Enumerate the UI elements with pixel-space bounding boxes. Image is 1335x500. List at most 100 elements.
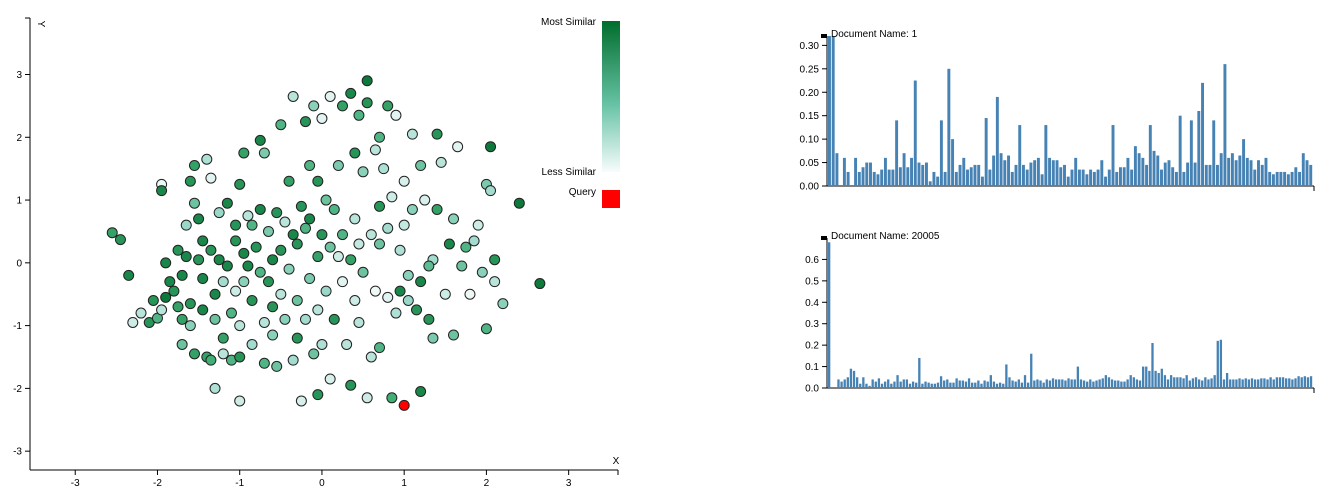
bar — [1020, 382, 1024, 388]
bar — [947, 68, 951, 186]
bar — [1263, 378, 1266, 388]
bar — [1194, 377, 1198, 388]
bar — [1077, 169, 1081, 186]
scatter-point — [439, 288, 451, 300]
scatter-point — [382, 291, 394, 303]
scatter-point — [234, 320, 246, 332]
scatter-point — [443, 238, 455, 250]
scatter-point — [427, 332, 439, 344]
bar — [837, 379, 840, 388]
scatter-point — [374, 238, 386, 250]
bar — [1126, 379, 1129, 388]
bar — [1163, 375, 1167, 388]
bar — [1193, 162, 1197, 186]
bar — [1114, 380, 1117, 388]
y-tick-label: -3 — [13, 447, 22, 458]
bar — [1122, 167, 1126, 186]
bar — [967, 378, 971, 388]
scatter-point — [406, 128, 418, 140]
bar — [936, 176, 940, 186]
bar — [1281, 377, 1285, 388]
scatter-point — [234, 395, 246, 407]
x-tick-label: 0 — [319, 478, 325, 489]
bar — [1018, 125, 1022, 186]
bar — [930, 383, 933, 388]
bar — [1008, 377, 1011, 388]
bar — [932, 171, 936, 186]
scatter-point — [337, 100, 349, 112]
y-tick-label: 0.15 — [800, 111, 820, 122]
scatter-point — [398, 219, 410, 231]
scatter-point — [217, 332, 229, 344]
bar — [915, 382, 918, 388]
scatter-point — [353, 109, 365, 121]
scatter-point — [423, 313, 435, 325]
bar — [1017, 379, 1020, 388]
scatter-point — [415, 386, 427, 398]
scatter-point — [394, 285, 406, 297]
scatter-point — [246, 295, 258, 306]
bar — [831, 36, 835, 186]
scatter-point — [267, 329, 279, 341]
bar — [1260, 378, 1263, 388]
scatter-point — [328, 203, 340, 215]
scatter-point — [312, 251, 324, 263]
bar — [1130, 169, 1134, 186]
bar — [1025, 169, 1029, 186]
bar — [1232, 379, 1235, 388]
scatter-point — [160, 291, 172, 303]
scatter-point — [374, 200, 386, 212]
bar — [992, 381, 996, 388]
bar — [1067, 378, 1070, 388]
scatter-point — [238, 147, 250, 159]
query-point — [398, 399, 410, 411]
scatter-point — [258, 357, 270, 369]
scatter-point — [304, 213, 316, 225]
scatter-point — [337, 276, 349, 288]
scatter-point — [291, 238, 303, 250]
bar — [1306, 377, 1310, 388]
scatter-point — [365, 351, 377, 363]
scatter-point — [489, 254, 501, 266]
scatter-point — [320, 285, 332, 297]
bar — [1247, 379, 1251, 388]
scatter-point — [386, 191, 398, 203]
scatter-point — [534, 278, 546, 290]
bar — [1235, 379, 1238, 388]
bar — [1154, 370, 1157, 388]
scatter-point — [275, 119, 287, 131]
scatter-point — [374, 131, 386, 143]
scatter-point — [369, 285, 381, 297]
scatter-point — [279, 313, 291, 325]
bar — [966, 169, 969, 186]
scatter-point — [341, 338, 353, 350]
bar — [1197, 379, 1201, 388]
y-tick-label: 0.3 — [805, 319, 819, 330]
bar — [1142, 366, 1145, 388]
scatter-point — [304, 273, 316, 285]
bar — [989, 375, 992, 388]
bar — [1208, 164, 1212, 186]
scatter-point — [419, 194, 431, 206]
bar — [1137, 153, 1141, 186]
scatter-point — [365, 229, 377, 241]
bar — [1227, 157, 1231, 186]
bar — [862, 377, 865, 388]
scatter-point — [258, 147, 270, 159]
query-swatch — [602, 190, 620, 208]
scatter-point — [176, 338, 188, 350]
bar — [917, 162, 921, 186]
bar — [1098, 379, 1101, 388]
bar — [1222, 379, 1226, 388]
bar — [1241, 379, 1244, 388]
bar — [1148, 125, 1152, 186]
bar — [1163, 162, 1167, 186]
bar — [1141, 157, 1145, 186]
bar — [843, 379, 846, 388]
y-tick-label: 0.25 — [800, 64, 820, 75]
bar — [1061, 379, 1064, 388]
scatter-point — [369, 144, 381, 156]
scatter-point — [349, 213, 361, 225]
bar — [1022, 164, 1025, 186]
scatter-point — [312, 389, 324, 401]
